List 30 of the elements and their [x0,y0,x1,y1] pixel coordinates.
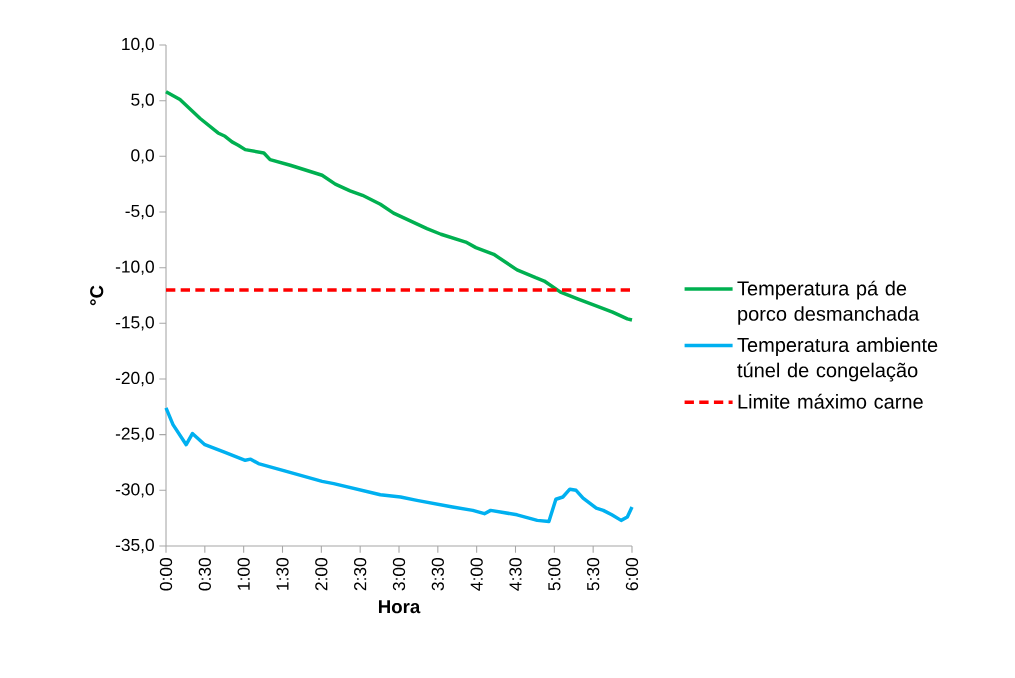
y-tick-label: 10,0 [122,37,154,53]
legend-label: Limite máximo carne [738,393,923,409]
legend-label: Temperatura pá de porco desmanchada [737,280,920,325]
x-tick-label: 3:30 [431,558,444,591]
y-tick-label: -30,0 [115,483,154,498]
y-tick-label: -10,0 [115,260,154,275]
y-tick-label: -25,0 [115,427,154,442]
x-axis-title: Hora [378,600,421,614]
y-tick-label: -35,0 [115,538,154,554]
y-tick-label: 0,0 [131,149,154,164]
x-tick-label: 2:30 [354,558,367,591]
legend-label: Temperatura ambiente túnel de congelação [737,337,938,382]
line-series [164,90,634,322]
x-tick-label: 4:30 [509,558,522,591]
y-axis-title: °C [90,285,104,306]
x-tick-label: 5:00 [548,558,561,591]
x-tick-label: 2:00 [315,558,328,591]
y-tick-label: -5,0 [125,204,154,220]
x-tick-label: 0:30 [198,558,211,591]
y-tick-label: -15,0 [115,316,154,331]
x-tick-label: 1:00 [237,558,250,590]
x-tick-label: 6:00 [625,558,639,591]
x-tick-label: 5:30 [587,558,600,591]
y-tick-label: -20,0 [115,371,154,387]
x-tick-label: 4:00 [470,558,483,591]
x-tick-label: 3:00 [392,558,406,591]
line-series [164,406,634,524]
x-tick-label: 1:30 [276,558,289,590]
x-tick-label: 0:00 [159,558,173,591]
y-tick-label: 5,0 [131,93,154,108]
